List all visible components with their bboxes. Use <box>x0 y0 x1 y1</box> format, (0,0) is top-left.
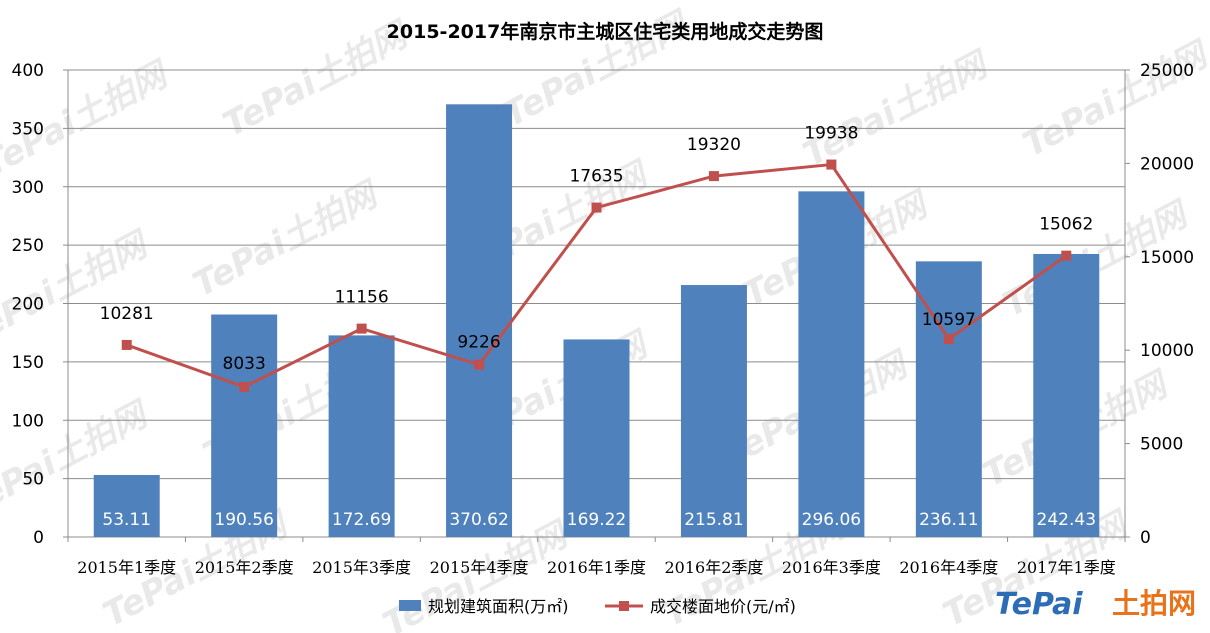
bar-data-label: 53.11 <box>102 510 151 530</box>
category-label: 2015年3季度 <box>312 558 411 577</box>
category-label: 2016年2季度 <box>664 558 763 577</box>
line-data-label: 15062 <box>1039 215 1093 235</box>
line-data-label: 10597 <box>922 310 976 330</box>
tick-label-right: 20000 <box>1140 154 1194 174</box>
tick-label-left: 300 <box>12 178 44 198</box>
line-data-label: 19320 <box>687 135 741 155</box>
logo-chinese: 土拍网 <box>1112 587 1196 620</box>
line-point <box>591 202 602 213</box>
bar <box>328 335 395 537</box>
bar <box>446 104 513 537</box>
tick-label-left: 50 <box>22 470 44 490</box>
legend-swatch-bar <box>399 600 421 611</box>
bar <box>798 191 865 537</box>
line-point <box>1061 250 1072 261</box>
category-label: 2015年4季度 <box>430 558 529 577</box>
line-point <box>708 171 719 182</box>
bar-data-label: 172.69 <box>332 510 391 530</box>
tick-label-right: 10000 <box>1140 341 1194 361</box>
legend-label-bar: 规划建筑面积(万㎡) <box>428 597 569 616</box>
line-series <box>121 159 1072 392</box>
chart-title: 2015-2017年南京市主城区住宅类用地成交走势图 <box>387 20 824 43</box>
tick-label-left: 200 <box>12 295 44 315</box>
bar <box>680 285 747 537</box>
bar-data-label: 215.81 <box>684 510 743 530</box>
line-data-label: 8033 <box>223 354 266 374</box>
line-data-label: 10281 <box>100 304 154 324</box>
tick-label-left: 0 <box>33 528 44 548</box>
line-data-label: 9226 <box>457 333 500 353</box>
bar <box>211 314 278 537</box>
logo-latin: TePai <box>995 587 1083 622</box>
watermark-layer: TePai土拍网 TePai土拍网 TePai土拍网 TePai土拍网 TePai土拍网… <box>0 3 1210 633</box>
tick-label-left: 350 <box>12 119 44 139</box>
bar-data-label: 242.43 <box>1037 510 1096 530</box>
line-point <box>943 334 954 345</box>
line-point <box>826 159 837 170</box>
bar-series <box>93 104 1100 537</box>
tick-label-right: 0 <box>1140 528 1151 548</box>
category-label: 2015年2季度 <box>195 558 294 577</box>
line-data-label: 11156 <box>335 288 389 308</box>
bar-data-label: 190.56 <box>214 510 273 530</box>
bar-data-label: 370.62 <box>449 510 508 530</box>
tick-label-right: 25000 <box>1140 61 1194 81</box>
category-label: 2017年1季度 <box>1017 558 1116 577</box>
data-labels: 53.11 190.56 172.69 370.62 169.22 215.81 296.0… <box>100 124 1096 530</box>
bar <box>93 474 160 537</box>
line-data-label: 17635 <box>569 167 623 187</box>
bar <box>563 339 630 537</box>
bar-data-label: 169.22 <box>567 510 626 530</box>
line-point <box>239 381 250 392</box>
legend-label-line: 成交楼面地价(元/㎡) <box>650 597 796 616</box>
tick-label-left: 150 <box>12 353 44 373</box>
bar <box>1033 253 1100 537</box>
tick-label-left: 400 <box>12 61 44 81</box>
tick-label-left: 100 <box>12 411 44 431</box>
tick-label-left: 250 <box>12 236 44 256</box>
watermark-text: TePai土拍网 <box>797 43 998 175</box>
line-point <box>474 359 485 370</box>
category-label: 2016年4季度 <box>899 558 998 577</box>
line-point <box>356 323 367 334</box>
line-data-label: 19938 <box>804 124 858 144</box>
category-label: 2015年1季度 <box>77 558 176 577</box>
tick-label-right: 5000 <box>1140 435 1183 455</box>
line-point <box>121 339 132 350</box>
tick-label-right: 15000 <box>1140 248 1194 268</box>
category-label: 2016年3季度 <box>782 558 881 577</box>
watermark-text: TePai土拍网 <box>1017 33 1210 165</box>
legend: 规划建筑面积(万㎡) 成交楼面地价(元/㎡) <box>399 597 796 616</box>
watermark-text: TePai土拍网 <box>187 173 388 305</box>
legend-swatch-marker <box>619 601 629 611</box>
bar-data-label: 296.06 <box>802 510 861 530</box>
category-labels: 2015年1季度 2015年2季度 2015年3季度 2015年4季度 2016年1季度… <box>77 558 1115 577</box>
tepai-logo: TePai 土拍网 <box>995 587 1196 622</box>
category-label: 2016年1季度 <box>547 558 646 577</box>
bar-data-label: 236.11 <box>919 510 978 530</box>
